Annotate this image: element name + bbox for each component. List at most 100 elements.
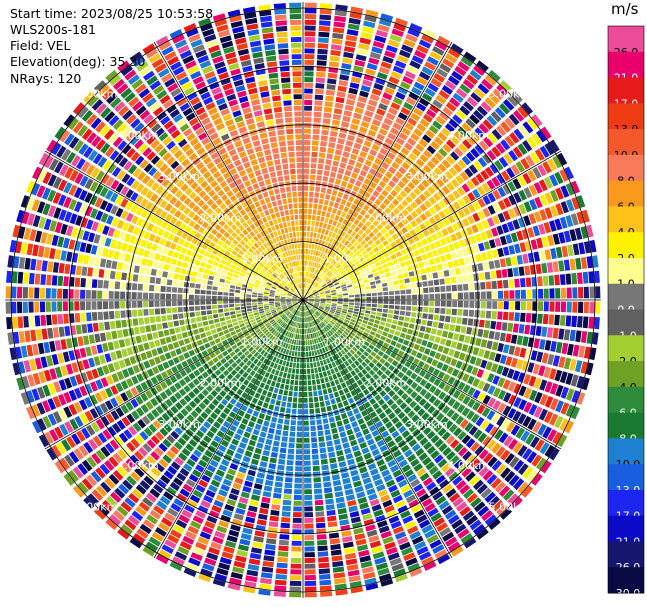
velocity-gate: [473, 501, 486, 513]
velocity-gate: [447, 397, 456, 407]
velocity-gate: [379, 390, 387, 398]
velocity-gate: [384, 407, 393, 415]
velocity-gate: [333, 572, 346, 579]
velocity-gate: [276, 364, 282, 371]
velocity-gate: [513, 128, 525, 141]
velocity-gate: [344, 319, 350, 323]
velocity-gate: [330, 328, 335, 334]
velocity-gate: [467, 246, 474, 255]
velocity-gate: [274, 585, 287, 592]
velocity-gate: [105, 259, 112, 269]
velocity-gate: [346, 564, 359, 571]
velocity-gate: [450, 546, 464, 557]
velocity-gate: [552, 261, 559, 273]
velocity-gate: [256, 519, 267, 526]
velocity-gate: [542, 314, 549, 325]
velocity-gate: [290, 420, 296, 426]
velocity-gate: [397, 320, 404, 326]
velocity-gate: [278, 545, 289, 552]
velocity-gate: [445, 308, 452, 315]
velocity-gate: [321, 283, 327, 288]
velocity-gate: [211, 329, 217, 335]
velocity-gate: [341, 121, 350, 128]
velocity-gate: [463, 537, 477, 549]
velocity-gate: [473, 273, 480, 281]
velocity-gate: [268, 521, 279, 528]
velocity-gate: [320, 187, 327, 193]
velocity-gate: [356, 491, 366, 499]
velocity-gate: [314, 303, 319, 306]
velocity-gate: [337, 305, 343, 308]
velocity-gate: [393, 376, 401, 384]
velocity-gate: [331, 555, 343, 562]
velocity-gate: [342, 400, 349, 407]
velocity-gate: [512, 178, 522, 190]
velocity-gate: [46, 274, 52, 286]
velocity-gate: [322, 266, 327, 272]
velocity-gate: [377, 304, 383, 308]
velocity-gate: [508, 194, 517, 206]
velocity-gate: [311, 374, 315, 380]
velocity-gate: [368, 377, 376, 384]
velocity-gate: [167, 321, 174, 328]
velocity-gate: [586, 256, 593, 269]
velocity-gate: [316, 285, 322, 290]
velocity-gate: [276, 562, 288, 569]
velocity-gate: [490, 477, 502, 489]
velocity-gate: [512, 441, 523, 454]
velocity-gate: [290, 425, 296, 432]
velocity-gate: [470, 413, 480, 424]
velocity-gate: [339, 466, 348, 474]
velocity-gate: [52, 262, 60, 273]
velocity-gate: [334, 149, 342, 156]
velocity-gate: [438, 89, 450, 100]
velocity-gate: [401, 127, 411, 136]
velocity-gate: [505, 421, 516, 433]
velocity-gate: [422, 426, 432, 436]
velocity-gate: [274, 297, 280, 299]
velocity-gate: [360, 121, 370, 129]
velocity-gate: [348, 271, 354, 277]
velocity-gate: [308, 322, 311, 328]
velocity-gate: [371, 235, 378, 242]
velocity-gate: [356, 214, 363, 221]
velocity-gate: [329, 312, 334, 316]
velocity-gate: [390, 324, 397, 330]
velocity-gate: [348, 307, 354, 311]
velocity-gate: [404, 171, 414, 180]
velocity-gate: [97, 301, 103, 310]
velocity-gate: [474, 462, 485, 473]
velocity-gate: [49, 248, 56, 259]
velocity-gate: [332, 239, 337, 245]
velocity-gate: [492, 301, 498, 309]
velocity-gate: [369, 93, 380, 102]
velocity-gate: [338, 216, 344, 223]
velocity-gate: [309, 316, 312, 321]
velocity-gate: [318, 316, 323, 321]
velocity-gate: [397, 212, 405, 220]
velocity-gate: [497, 200, 507, 211]
velocity-gate: [438, 442, 448, 453]
velocity-gate: [41, 260, 48, 272]
velocity-gate: [386, 318, 393, 324]
velocity-gate: [346, 372, 353, 379]
velocity-gate: [465, 471, 476, 482]
velocity-gate: [376, 439, 385, 448]
velocity-gate: [303, 369, 307, 375]
velocity-gate: [342, 175, 350, 182]
velocity-gate: [407, 265, 414, 272]
velocity-gate: [350, 318, 356, 323]
velocity-gate: [410, 458, 420, 468]
velocity-gate: [314, 283, 319, 288]
velocity-gate: [424, 61, 436, 71]
velocity-gate: [325, 212, 331, 218]
velocity-gate: [391, 28, 404, 37]
velocity-gate: [334, 262, 339, 268]
velocity-gate: [342, 57, 353, 64]
velocity-gate: [125, 301, 131, 309]
velocity-gate: [307, 310, 310, 316]
velocity-gate: [148, 341, 156, 349]
velocity-gate: [454, 325, 461, 333]
velocity-gate: [380, 247, 387, 254]
velocity-gate: [384, 87, 395, 95]
